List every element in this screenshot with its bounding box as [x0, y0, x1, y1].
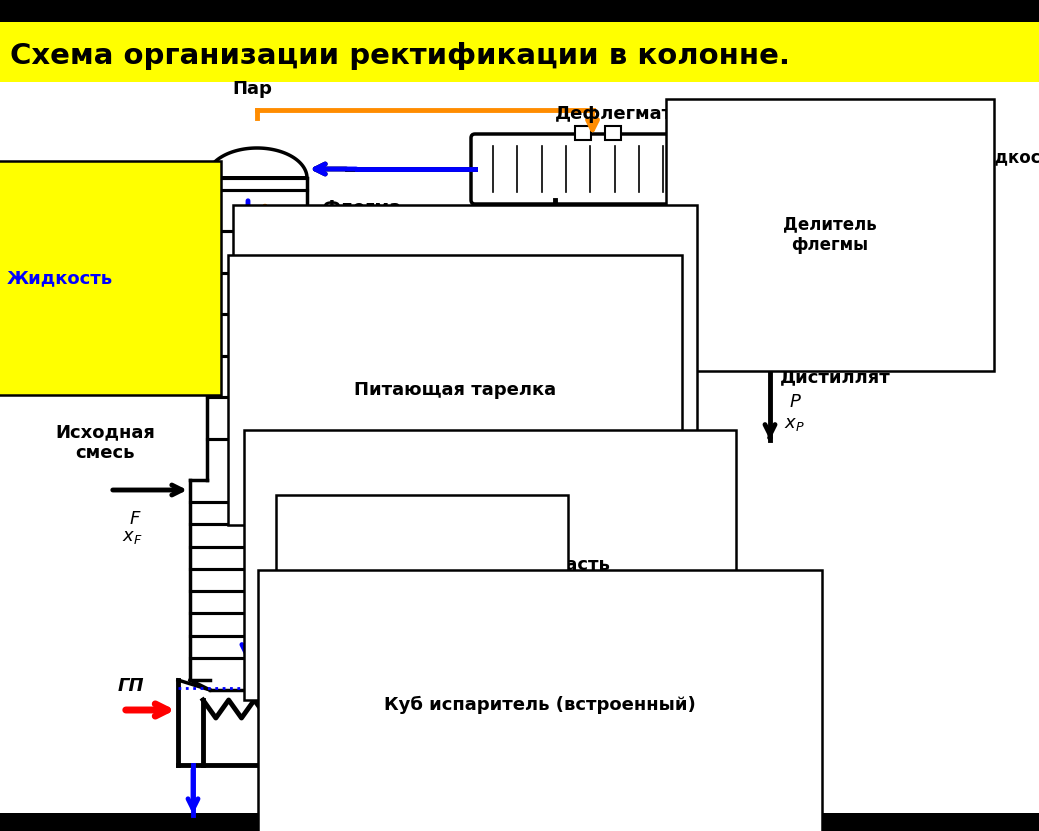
Polygon shape — [207, 148, 307, 178]
Text: ГП: ГП — [118, 677, 144, 695]
Text: $x_P$: $x_P$ — [784, 415, 805, 433]
Bar — [0, 813, 1039, 831]
Bar — [605, 126, 620, 140]
Text: Питающая тарелка: Питающая тарелка — [354, 381, 556, 399]
Text: F: F — [130, 510, 140, 528]
Text: Кубовый остаток: Кубовый остаток — [330, 778, 508, 796]
Text: Пар: Пар — [232, 80, 272, 98]
Text: P: P — [790, 393, 801, 411]
Text: Укрепляющая часть: Укрепляющая часть — [359, 331, 571, 349]
Text: $x_F$: $x_F$ — [122, 528, 142, 546]
Text: $x_W$: $x_W$ — [293, 790, 319, 808]
Text: K: K — [171, 820, 185, 831]
FancyBboxPatch shape — [471, 134, 734, 204]
Text: Исчерпывающая часть: Исчерпывающая часть — [371, 556, 610, 574]
Text: Флегма: Флегма — [322, 199, 401, 217]
Bar — [0, 0, 1039, 22]
Text: Пар: Пар — [402, 621, 442, 639]
Bar — [0, 22, 1039, 82]
Text: Жидкость: Жидкость — [7, 269, 113, 287]
Bar — [575, 126, 590, 140]
Text: Дистиллят: Дистиллят — [780, 368, 890, 386]
Text: Схема организации ректификации в колонне.: Схема организации ректификации в колонне… — [10, 42, 790, 70]
Text: Делитель
флегмы: Делитель флегмы — [783, 215, 877, 254]
Text: Куб испаритель (встроенный): Куб испаритель (встроенный) — [384, 696, 696, 714]
Text: W: W — [295, 770, 315, 788]
Bar — [0, 82, 1039, 813]
Text: Дефлегматор: Дефлегматор — [555, 105, 698, 123]
Bar — [584, 214, 606, 236]
Text: Исходная
смесь: Исходная смесь — [55, 423, 155, 462]
Text: Охлаждающая жидкость: Охлаждающая жидкость — [815, 148, 1039, 166]
